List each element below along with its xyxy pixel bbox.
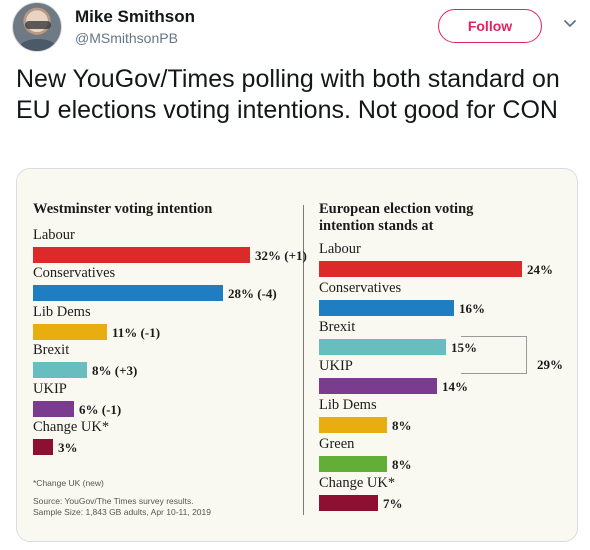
poll-image-card[interactable]: Westminster voting intention European el… <box>16 168 578 542</box>
footnote: *Change UK (new) <box>33 478 104 488</box>
european-value-labour: 24% <box>527 262 553 277</box>
combined-bracket <box>461 336 527 374</box>
european-value-change-uk: 7% <box>383 496 403 511</box>
westminster-label-conservatives: Conservatives <box>33 265 116 282</box>
european-bar-labour <box>319 261 522 277</box>
westminster-value-labour: 32% (+1) <box>255 248 307 263</box>
tweet-text: New YouGov/Times polling with both stand… <box>16 65 560 124</box>
european-bar-green <box>319 456 387 472</box>
european-chart-title: European election voting intention stand… <box>319 201 474 234</box>
european-label-ukip: UKIP <box>319 358 353 374</box>
european-label-change-uk: Change UK* <box>319 475 396 491</box>
european-label-labour: Labour <box>319 241 361 257</box>
chart-divider <box>303 205 304 515</box>
european-value-brexit: 15% <box>451 340 477 355</box>
follow-button[interactable]: Follow <box>438 9 542 43</box>
westminster-label-lib-dems: Lib Dems <box>33 303 91 320</box>
westminster-bar-labour <box>33 247 250 263</box>
european-label-green: Green <box>319 436 355 452</box>
european-value-lib-dems: 8% <box>392 418 412 433</box>
tweet-header: Mike Smithson @MSmithsonPB Follow <box>12 2 582 58</box>
european-bar-ukip <box>319 378 437 394</box>
westminster-value-lib-dems: 11% (-1) <box>112 324 161 340</box>
combined-value: 29% <box>537 357 563 372</box>
source-note: Source: YouGov/The Times survey results. <box>33 496 194 506</box>
author-name[interactable]: Mike Smithson <box>75 7 195 26</box>
chevron-down-icon[interactable] <box>560 13 580 33</box>
westminster-value-ukip: 6% (-1) <box>79 401 122 417</box>
european-bar-brexit <box>319 339 446 355</box>
westminster-bar-conservatives <box>33 285 223 302</box>
westminster-bar-change-uk <box>33 439 53 455</box>
european-label-brexit: Brexit <box>319 319 356 335</box>
european-value-conservatives: 16% <box>459 301 485 316</box>
european-value-green: 8% <box>392 457 412 472</box>
european-value-ukip: 14% <box>442 379 468 394</box>
westminster-chart-title: Westminster voting intention <box>33 201 213 217</box>
westminster-label-ukip: UKIP <box>33 380 67 397</box>
european-bar-lib-dems <box>319 417 387 433</box>
westminster-value-change-uk: 3% <box>58 440 78 455</box>
westminster-label-labour: Labour <box>33 227 75 243</box>
westminster-label-brexit: Brexit <box>33 342 70 359</box>
westminster-bar-lib-dems <box>33 323 107 340</box>
european-label-lib-dems: Lib Dems <box>319 397 377 413</box>
westminster-value-conservatives: 28% (-4) <box>228 286 277 302</box>
european-label-conservatives: Conservatives <box>319 280 402 296</box>
european-bar-conservatives <box>319 300 454 316</box>
author-handle[interactable]: @MSmithsonPB <box>75 30 178 46</box>
avatar[interactable] <box>12 2 62 52</box>
westminster-bar-brexit <box>33 362 87 379</box>
westminster-value-brexit: 8% (+3) <box>92 363 138 379</box>
european-bar-change-uk <box>319 495 378 511</box>
westminster-bar-ukip <box>33 400 74 417</box>
westminster-label-change-uk: Change UK* <box>33 419 110 435</box>
sample-note: Sample Size: 1,843 GB adults, Apr 10-11,… <box>33 507 211 517</box>
